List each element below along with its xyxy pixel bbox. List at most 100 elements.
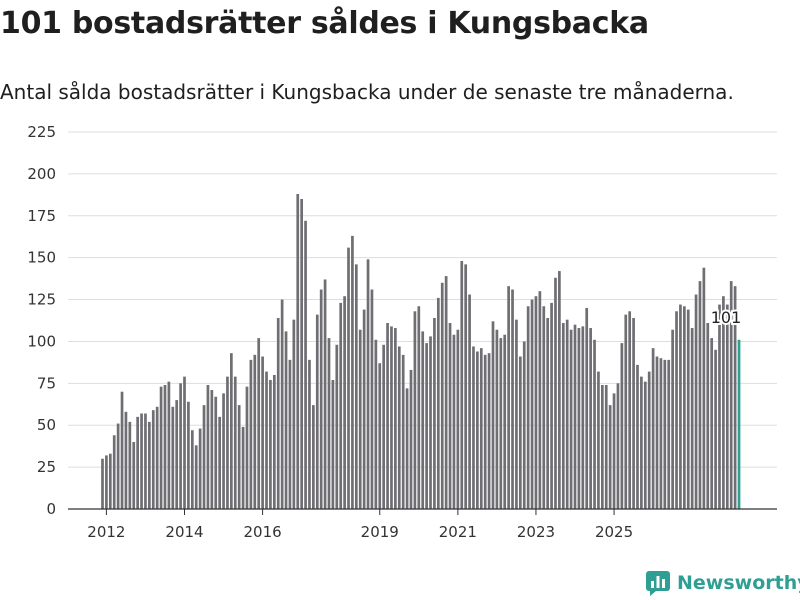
y-tick-label: 25 [37,458,56,476]
bar [230,353,233,509]
bar [604,385,608,509]
newsworthy-logo-icon [646,571,670,596]
x-tick-label: 2021 [439,523,477,541]
bar [503,334,507,509]
bar [253,354,257,509]
newsworthy-logo: Newsworthy [645,570,800,596]
bar [573,324,577,509]
bar [179,383,182,509]
bar [725,304,729,509]
bar [394,328,397,509]
bar [155,406,159,509]
y-tick-label: 225 [27,123,56,141]
bar [444,276,448,509]
bar [694,294,698,509]
bar [269,379,272,509]
bar [593,339,596,509]
bar [526,306,530,509]
bar [382,344,386,509]
bar [202,405,206,509]
bar [124,411,128,509]
x-tick-label: 2016 [244,523,282,541]
bar [167,381,171,509]
bar [608,405,612,509]
bar [296,193,300,510]
bar [425,343,428,509]
bar [706,323,710,509]
bar [421,331,425,509]
bar [581,326,585,509]
bar [643,381,647,509]
bar [241,426,245,509]
bar [616,383,620,509]
bar [331,379,335,509]
bar [675,311,678,509]
bar [417,306,421,509]
bar [429,336,432,509]
bar [315,314,319,509]
bar [343,296,346,509]
bar [112,435,116,509]
x-tick-label: 2014 [165,523,203,541]
bar [733,286,737,509]
bar [522,341,526,509]
bar [175,400,179,509]
bar [550,302,553,509]
bar [374,339,378,509]
bar [440,282,444,509]
bar [499,338,503,509]
bar [261,356,264,509]
bar [538,291,542,509]
bar [148,421,151,509]
bar [354,264,358,509]
bar [249,359,253,509]
chart-title: 101 bostadsrätter såldes i Kungsbacka [0,6,649,41]
bar [171,406,175,509]
bar [405,388,409,509]
bar [612,393,616,509]
y-tick-label: 125 [27,291,56,309]
bar [140,413,143,509]
bar [479,348,483,509]
x-tick-label: 2019 [361,523,399,541]
bar [597,371,600,509]
bar [105,455,108,509]
bar [460,261,464,509]
bar [561,323,565,509]
bar [351,235,354,509]
bar [585,307,589,509]
bar [534,296,538,509]
bar [198,428,202,509]
bar [413,311,417,509]
x-tick-label: 2012 [87,523,125,541]
bar [679,304,682,509]
x-tick-label: 2023 [517,523,555,541]
bar [671,329,674,509]
bar [632,317,635,509]
bar [647,371,651,509]
y-tick-label: 0 [46,500,56,518]
bar [483,354,487,509]
bar [272,374,276,509]
bar [448,323,452,509]
bar [237,405,241,509]
bar [714,349,717,509]
bar [507,286,510,509]
bar [651,348,655,509]
bar [292,319,296,509]
bar [620,343,624,509]
bar [542,306,546,509]
bar [710,338,714,509]
bar [378,363,382,509]
bar [144,413,147,509]
bar [335,344,339,509]
bar [468,294,471,509]
bar [187,401,190,509]
bar [233,376,237,509]
bar [554,277,557,509]
bar [491,321,495,509]
bar [116,423,120,509]
y-tick-label: 100 [27,332,56,350]
bar [300,199,304,509]
